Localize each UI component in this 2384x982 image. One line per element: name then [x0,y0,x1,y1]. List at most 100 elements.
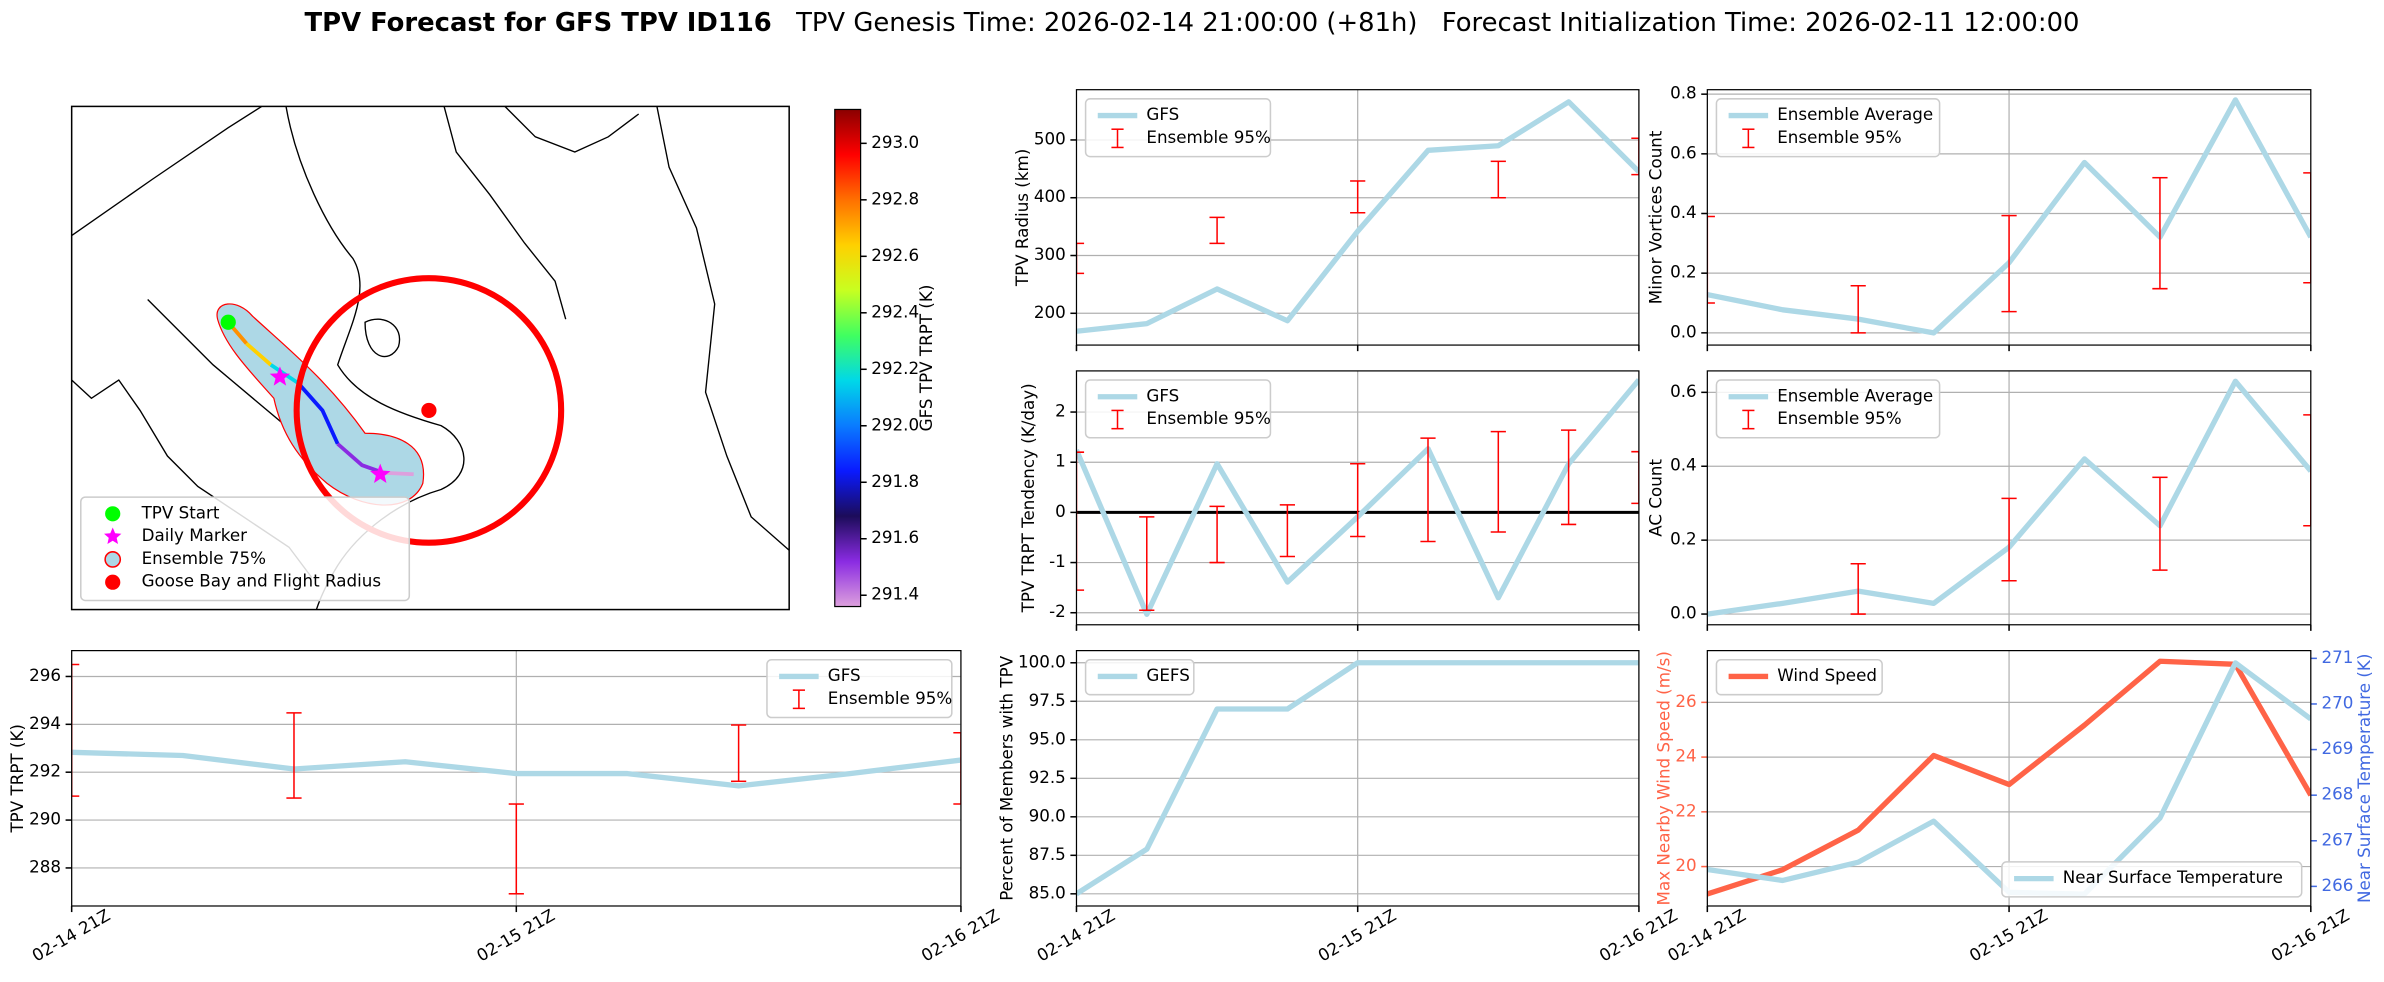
legend-label: Ensemble Average [1777,385,1933,405]
series-line [1076,99,1639,334]
y2-tick-label: 266 [2321,875,2353,895]
legend-label: Ensemble 95% [828,688,952,708]
daily-marker [269,366,291,386]
plot-frame [1706,650,2312,907]
colorbar-tick-label: 292.6 [871,245,919,265]
coastline [443,106,567,320]
y-axis-label: TPV TRPT Tendency (K/day) [1018,383,1038,613]
colorbar [834,108,862,608]
legend-marker [104,551,122,568]
plot [1707,89,2311,346]
y-tick-label: 85.0 [1029,882,1066,902]
y-tick-label: 0.4 [1670,455,1697,475]
y-tick-label: 292 [29,761,61,781]
legend-marker [105,574,121,590]
legend-label: Ensemble 95% [1146,408,1270,428]
colorbar-label: GFS TPV TRPT (K) [916,285,936,432]
plot-frame [1075,370,1640,626]
y-tick-label: 0.6 [1670,381,1697,401]
y-tick-label: 90.0 [1029,805,1066,825]
y-tick-label: 0.0 [1670,321,1697,341]
legend-label: TPV Start [141,502,220,522]
x-tick-label: 02-15 21Z [1966,905,2051,966]
plot-frame [1706,370,2312,626]
legend-label: GFS [1146,385,1179,405]
colorbar-tick-label: 292.2 [871,358,919,378]
y-tick-label: 20 [1675,855,1696,875]
legend-label: Goose Bay and Flight Radius [142,571,381,591]
legend-label: GFS [1146,104,1179,124]
y-tick-label: 0.8 [1670,83,1697,103]
figure-title: TPV Forecast for GFS TPV ID116 TPV Genesi… [305,7,2080,37]
coastline [656,106,790,551]
y-tick-label: 294 [29,713,61,733]
y-tick-label: 0 [1055,501,1066,521]
y-tick-label: 0.6 [1670,142,1697,162]
x-tick-label: 02-14 21Z [1664,905,1749,966]
y-tick-label: 24 [1675,746,1696,766]
x-tick-label: 02-15 21Z [1314,905,1399,966]
track [296,381,340,445]
y-tick-label: 300 [1034,244,1066,264]
plot-frame [1706,89,2312,346]
legend-label: GFS [828,665,861,685]
y-tick-label: 22 [1675,800,1696,820]
series-line [71,749,961,789]
y2-tick-label: 270 [2321,692,2353,712]
x-tick-label: 02-16 21Z [2268,905,2353,966]
colorbar-tick-label: 293.0 [871,132,919,152]
legend-label: Ensemble Average [1777,104,1933,124]
legend-label: GEFS [1146,665,1189,685]
y-tick-label: 1 [1055,451,1066,471]
flight-radius [293,275,565,546]
y2-tick-label: 269 [2321,738,2353,758]
y-tick-label: 0.2 [1670,529,1697,549]
y-tick-label: 0.2 [1670,262,1697,282]
colorbar-tick-label: 292.8 [871,188,919,208]
track [336,442,384,475]
legend-label: Ensemble 95% [1146,127,1270,147]
colorbar-tick-label: 291.4 [871,584,919,604]
y-tick-label: 95.0 [1029,728,1066,748]
x-tick-label: 02-15 21Z [473,905,558,966]
legend-box [1084,658,1195,696]
legend-box [1715,379,1941,439]
plot-frame [1075,650,1640,907]
y-axis-label: TPV Radius (km) [1012,149,1032,287]
coastline [504,105,640,153]
y2-tick-label: 267 [2321,829,2353,849]
x-tick-label: 02-14 21Z [28,905,113,966]
legend-label: Daily Marker [142,525,248,545]
y-axis-label: Percent of Members with TPV [997,655,1017,901]
legend-label: Wind Speed [1777,665,1877,685]
legend-label: Near Surface Temperature [2063,867,2283,887]
x-tick-label: 02-16 21Z [918,905,1003,966]
colorbar-tick-label: 291.8 [871,471,919,491]
series-line [1076,660,1639,897]
y-axis-label: TPV TRPT (K) [7,724,27,834]
legend-label: Ensemble 95% [1777,127,1901,147]
tpv-start [220,314,236,330]
y-tick-label: 290 [29,809,61,829]
legend-box [1715,658,1883,696]
legend-label: Ensemble 75% [142,548,266,568]
coastline [71,105,263,237]
colorbar-tick-label: 292.4 [871,301,919,321]
y-tick-label: 92.5 [1029,767,1066,787]
y-tick-label: 26 [1675,691,1696,711]
y-tick-label: 200 [1034,302,1066,322]
y-tick-label: 100.0 [1018,651,1066,671]
y-tick-label: 296 [29,665,61,685]
map-frame [70,105,790,611]
y2-axis-label: Near Surface Temperature (K) [2354,654,2374,903]
plot-frame [71,650,962,907]
y-tick-label: 97.5 [1029,690,1066,710]
plot-frame [1075,89,1640,346]
legend-marker [105,506,121,522]
legend-label: Ensemble 95% [1777,408,1901,428]
x-tick-label: 02-14 21Z [1033,905,1118,966]
colorbar-tick-label: 292.0 [871,414,919,434]
track [383,470,414,477]
